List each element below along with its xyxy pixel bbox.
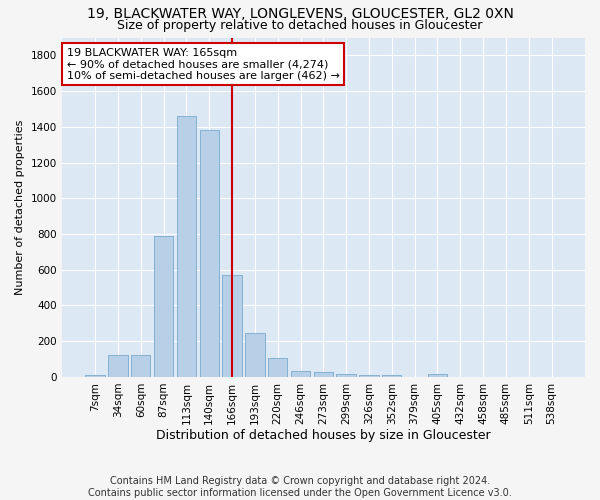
Bar (108, 354, 128, 377)
Y-axis label: Number of detached properties: Number of detached properties (15, 120, 25, 295)
Bar (428, 374, 447, 377)
Bar (359, 375, 379, 377)
Bar (314, 372, 333, 377)
Text: Size of property relative to detached houses in Gloucester: Size of property relative to detached ho… (118, 18, 482, 32)
Bar (382, 375, 401, 377)
Bar (337, 374, 356, 377)
Text: Contains HM Land Registry data © Crown copyright and database right 2024.
Contai: Contains HM Land Registry data © Crown c… (88, 476, 512, 498)
Bar (268, 358, 287, 377)
Bar (223, 275, 242, 377)
Bar (291, 370, 310, 377)
Bar (131, 354, 151, 377)
Bar (154, 236, 173, 377)
Bar (177, 116, 196, 377)
Text: 19, BLACKWATER WAY, LONGLEVENS, GLOUCESTER, GL2 0XN: 19, BLACKWATER WAY, LONGLEVENS, GLOUCEST… (86, 8, 514, 22)
Bar (200, 130, 219, 377)
Bar (245, 333, 265, 377)
Bar (85, 375, 105, 377)
Text: 19 BLACKWATER WAY: 165sqm
← 90% of detached houses are smaller (4,274)
10% of se: 19 BLACKWATER WAY: 165sqm ← 90% of detac… (67, 48, 340, 81)
X-axis label: Distribution of detached houses by size in Gloucester: Distribution of detached houses by size … (156, 430, 491, 442)
